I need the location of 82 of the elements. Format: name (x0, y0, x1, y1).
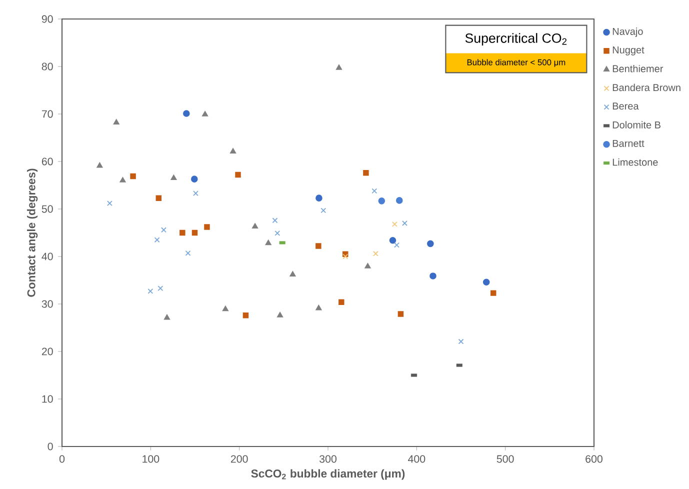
point (192, 190, 198, 196)
point (113, 119, 120, 124)
y-tick-label: 10 (42, 395, 53, 403)
point (160, 227, 166, 233)
point (372, 250, 378, 256)
point (363, 170, 369, 176)
legend-label: Barnett (612, 140, 644, 147)
x-tick-label: 400 (408, 455, 426, 463)
annotation: Bubble diameter < 500 μm (467, 59, 566, 67)
point (342, 254, 348, 260)
point (106, 200, 112, 206)
point (458, 338, 464, 344)
point (320, 208, 326, 214)
point (394, 242, 400, 248)
point (398, 311, 404, 317)
y-tick-label: 90 (42, 15, 53, 23)
point (158, 286, 164, 292)
point (222, 306, 228, 312)
point (396, 197, 403, 204)
point (185, 250, 191, 256)
point (192, 230, 198, 236)
point (316, 304, 322, 310)
x-tick-label: 200 (230, 455, 248, 463)
x-tick-label: 600 (586, 455, 602, 463)
point (290, 271, 296, 276)
legend-label: Limestone (612, 158, 658, 166)
legend-label: Berea (612, 102, 639, 110)
point (180, 230, 186, 236)
y-tick-label: 60 (42, 158, 53, 166)
point (130, 173, 136, 180)
point (170, 174, 177, 180)
point (242, 312, 249, 318)
point (427, 240, 434, 248)
point (265, 240, 272, 246)
point (490, 290, 496, 296)
x-tick-label: 300 (320, 455, 336, 463)
point (372, 188, 378, 194)
y-tick-label: 80 (42, 62, 53, 70)
point (148, 288, 154, 294)
point (183, 110, 190, 117)
point (389, 236, 396, 244)
legend-label: Benthiemer (612, 64, 664, 72)
point (392, 221, 398, 227)
y-tick-label: 70 (42, 110, 53, 118)
point (338, 299, 344, 305)
y-tick-label: 40 (42, 252, 53, 260)
x-tick-label: 500 (496, 455, 514, 463)
point (378, 198, 386, 204)
point (336, 64, 342, 70)
annotation: Supercritical CO$_{2}$ (465, 33, 567, 46)
point (204, 224, 210, 230)
point (402, 220, 408, 226)
y-tick-label: 30 (42, 300, 53, 308)
point (277, 312, 284, 318)
point (364, 263, 371, 268)
legend-label: Bandera Brown (612, 84, 680, 92)
point (190, 176, 198, 182)
x-tick-label: 100 (142, 455, 160, 463)
y-axis-title: Contact angle (degrees) (26, 168, 38, 297)
point (316, 194, 322, 202)
x-tick-label: 0 (59, 455, 65, 463)
point (120, 177, 126, 182)
point (274, 230, 280, 236)
y-tick-label: 50 (42, 205, 53, 213)
point (252, 223, 258, 229)
y-tick-label: 20 (42, 348, 53, 356)
point (482, 278, 490, 286)
point (235, 172, 241, 178)
point (154, 237, 160, 243)
point (164, 314, 170, 320)
point (202, 111, 208, 116)
x-axis-title: ScCO$_{2}$ bubble diameter (μm) (251, 469, 405, 480)
point (316, 243, 322, 249)
legend-label: Dolomite B (612, 121, 660, 128)
y-tick-label: 0 (48, 442, 53, 450)
point (156, 195, 162, 201)
legend-label: Navajo (612, 28, 643, 37)
point (272, 218, 278, 224)
legend-label: Nugget (612, 46, 644, 56)
point (230, 148, 236, 154)
point (430, 272, 436, 280)
point (96, 162, 103, 168)
